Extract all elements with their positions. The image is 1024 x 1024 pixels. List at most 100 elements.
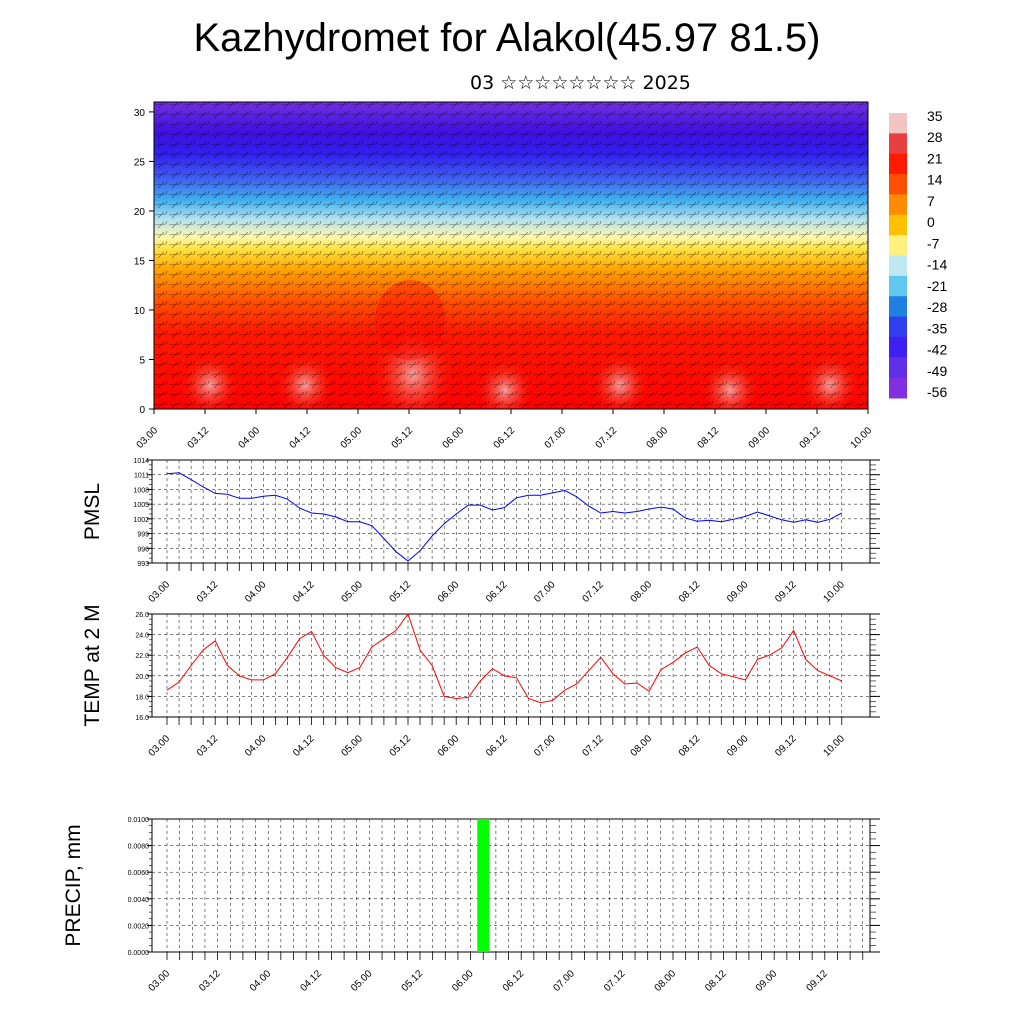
colorbar-label: -35 — [927, 320, 947, 336]
y-tick-label: 1011 — [134, 473, 149, 480]
y-tick-label: 5 — [139, 355, 145, 366]
colorbar-swatch — [889, 174, 907, 195]
colorbar-label: -7 — [927, 235, 940, 251]
pmsl-line — [166, 472, 843, 562]
panel-frame — [151, 459, 871, 564]
y-tick-label: 0 — [139, 405, 145, 416]
x-tick-label: 09.12 — [798, 425, 824, 451]
precip-panel: 0.0000 0.0020 0.0040 0.0060 0.0080 0.0100 03.0… — [62, 817, 880, 994]
colorbar-label: 14 — [927, 172, 943, 188]
x-tick-label: 03.12 — [186, 425, 212, 451]
x-tick-label: 04.00 — [237, 425, 263, 451]
y-tick-label: 10 — [134, 306, 146, 317]
colorbar-swatch — [889, 296, 907, 318]
colorbar-swatch — [889, 194, 907, 216]
y-axis-label: TEMP at 2 M — [81, 604, 104, 726]
panel-frame — [151, 818, 871, 953]
page-title: Kazhydromet for Alakol(45.97 81.5) — [193, 16, 821, 60]
y-tick-label: 0.0100 — [128, 817, 150, 824]
colorbar-swatch — [889, 377, 907, 399]
colorbar: 35 28 21 14 7 0 -7 -14 -21 -28 -35 -42 -49 -56 — [889, 108, 947, 400]
x-tick-label: 03.00 — [147, 733, 173, 759]
colorbar-swatch — [889, 235, 907, 256]
colorbar-swatch — [889, 275, 907, 297]
y-tick-label: 24.0 — [135, 633, 149, 640]
x-tick-label: 06.12 — [484, 733, 510, 759]
x-tick-label: 04.12 — [288, 425, 314, 451]
y-tick-label: 999 — [137, 532, 149, 539]
x-tick-label: 06.12 — [484, 579, 510, 605]
x-tick-label: 04.12 — [291, 733, 317, 759]
x-tick-label: 04.12 — [298, 968, 324, 994]
x-tick-label: 07.12 — [594, 425, 620, 451]
x-tick-label: 04.12 — [291, 579, 317, 605]
x-tick-label: 05.00 — [349, 968, 375, 994]
x-tick-label: 09.12 — [804, 968, 830, 994]
y-tick-label: 1002 — [133, 517, 149, 524]
x-tick-label: 06.00 — [436, 579, 462, 605]
x-tick-label: 06.12 — [492, 425, 518, 451]
colorbar-swatch — [889, 214, 907, 236]
x-tick-label: 09.12 — [773, 579, 799, 605]
colorbar-swatch — [889, 357, 907, 379]
temp-panel: 16.0 18.0 20.0 22.0 24.0 26.0 03.00 03.12 04.00 0… — [81, 604, 880, 759]
x-tick-label: 09.00 — [747, 425, 773, 451]
x-tick-label: 07.00 — [543, 425, 569, 451]
y-tick-label: 25 — [134, 157, 146, 168]
x-tick-label: 05.00 — [339, 425, 365, 451]
x-tick-label: 07.00 — [532, 733, 558, 759]
heatmap-body — [154, 102, 868, 409]
colorbar-label: -42 — [927, 342, 947, 358]
y-tick-label: 1014 — [133, 458, 149, 465]
x-tick-label: 03.00 — [135, 425, 161, 451]
x-tick-label: 05.12 — [388, 579, 414, 605]
y-tick-label: 1005 — [133, 502, 149, 509]
x-tick-label: 04.00 — [243, 579, 269, 605]
x-tick-label: 09.12 — [773, 733, 799, 759]
x-tick-label: 06.00 — [441, 425, 467, 451]
x-tick-label: 09.00 — [754, 968, 780, 994]
y-tick-label: 0.0060 — [128, 870, 150, 877]
x-tick-label: 07.00 — [532, 579, 558, 605]
colorbar-swatch — [889, 133, 907, 155]
y-axis-label: PMSL — [81, 483, 104, 540]
y-tick-label: 15 — [134, 256, 146, 267]
wind-barbs — [154, 102, 868, 409]
x-tick-label: 03.12 — [197, 968, 223, 994]
page-subtitle: 03 ☆☆☆☆☆☆☆☆ 2025 — [470, 72, 691, 94]
colorbar-label: -56 — [927, 384, 947, 400]
x-tick-label: 08.12 — [677, 733, 703, 759]
x-tick-label: 07.12 — [580, 579, 606, 605]
x-tick-label: 09.00 — [725, 579, 751, 605]
colorbar-swatch — [889, 153, 907, 175]
y-tick-label: 996 — [137, 546, 149, 553]
x-tick-label: 05.12 — [390, 425, 416, 451]
temperature-cross-section: 0 5 10 15 20 25 30 03.00 03.12 04.00 04.12 05.00 05.… — [134, 101, 874, 451]
y-tick-label: 0.0020 — [128, 923, 150, 930]
y-tick-label: 993 — [137, 561, 149, 568]
colorbar-label: 28 — [927, 129, 943, 145]
colorbar-swatch — [889, 336, 907, 358]
x-tick-label: 08.12 — [696, 425, 722, 451]
x-tick-label: 08.00 — [629, 579, 655, 605]
y-tick-label: 0.0000 — [128, 950, 150, 957]
x-tick-label: 06.12 — [501, 968, 527, 994]
colorbar-label: -14 — [927, 257, 947, 273]
colorbar-label: 7 — [927, 193, 935, 209]
y-tick-label: 20.0 — [135, 674, 149, 681]
x-tick-label: 07.00 — [551, 968, 577, 994]
colorbar-swatch — [889, 316, 907, 338]
x-tick-label: 03.00 — [147, 968, 173, 994]
colorbar-label: 35 — [927, 108, 943, 124]
y-tick-label: 1008 — [133, 487, 149, 494]
x-tick-label: 08.12 — [703, 968, 729, 994]
colorbar-swatch — [889, 113, 907, 134]
x-tick-label: 04.00 — [243, 733, 269, 759]
colorbar-label: 0 — [927, 214, 935, 230]
x-tick-label: 04.00 — [248, 968, 274, 994]
x-tick-label: 05.00 — [339, 733, 365, 759]
x-tick-label: 08.00 — [653, 968, 679, 994]
y-tick-label: 16.0 — [135, 715, 149, 722]
x-tick-label: 10.00 — [821, 579, 847, 605]
